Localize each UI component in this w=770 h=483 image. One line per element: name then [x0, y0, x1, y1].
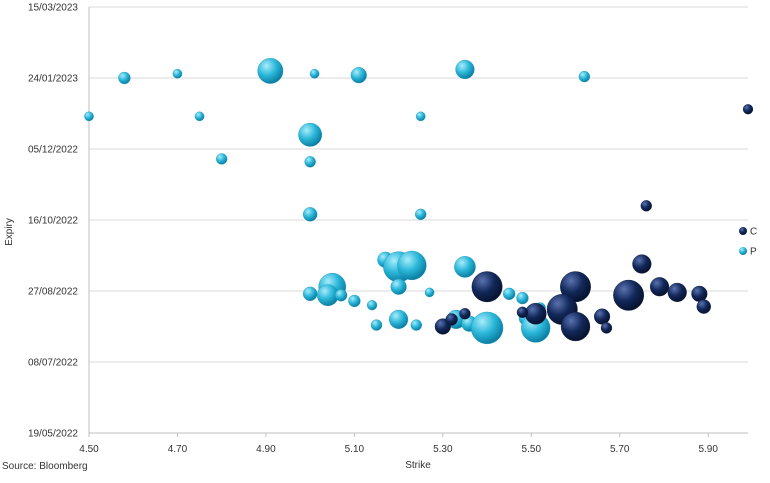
point-C	[593, 308, 611, 325]
point-P	[84, 111, 94, 122]
axes	[88, 7, 748, 437]
y-axis-title: Expiry	[4, 218, 15, 246]
point-P	[366, 300, 378, 311]
point-P	[455, 59, 475, 80]
point-P	[415, 208, 427, 220]
legend: CP	[739, 227, 757, 258]
point-P	[397, 250, 427, 281]
y-tick-label: 24/01/2023	[28, 74, 78, 85]
x-tick-label: 4.70	[168, 444, 188, 455]
point-P	[257, 58, 284, 84]
point-P	[216, 153, 228, 165]
point-P	[410, 319, 422, 331]
point-C	[459, 308, 471, 320]
point-C	[613, 279, 645, 311]
point-C	[471, 271, 503, 303]
point-C	[445, 313, 458, 326]
point-P	[194, 111, 205, 122]
x-tick-label: 5.30	[433, 444, 453, 455]
point-P	[350, 67, 367, 84]
point-P	[415, 111, 426, 122]
point-C	[667, 282, 687, 302]
legend-label-C: C	[750, 227, 757, 238]
point-P	[118, 71, 131, 85]
point-C	[640, 200, 652, 212]
point-P	[370, 319, 383, 331]
point-P	[298, 122, 323, 147]
point-P	[309, 68, 320, 79]
x-tick-label: 4.50	[79, 444, 99, 455]
point-C	[632, 254, 652, 274]
x-tick-label: 4.90	[256, 444, 276, 455]
legend-marker-C	[739, 227, 747, 235]
point-P	[424, 287, 435, 298]
x-tick-label: 5.90	[698, 444, 718, 455]
y-tick-label: 15/03/2023	[28, 3, 78, 14]
legend-marker-P	[739, 247, 747, 255]
source-note: Source: Bloomberg	[2, 461, 88, 472]
point-C	[516, 306, 529, 318]
point-P	[334, 289, 348, 302]
x-tick-label: 5.10	[345, 444, 365, 455]
point-P	[390, 278, 407, 295]
grid-lines	[89, 6, 748, 434]
point-C	[696, 299, 711, 314]
point-P	[302, 207, 318, 222]
point-P	[348, 294, 361, 308]
y-tick-label: 16/10/2022	[28, 216, 78, 227]
point-C	[691, 285, 708, 302]
point-C	[524, 302, 547, 325]
point-P	[454, 256, 476, 278]
point-C	[650, 277, 670, 297]
point-P	[578, 70, 591, 83]
y-tick-label: 08/07/2022	[28, 358, 78, 369]
point-C	[560, 311, 591, 342]
point-P	[470, 311, 504, 345]
legend-label-P: P	[750, 247, 757, 258]
x-tick-label: 5.70	[610, 444, 630, 455]
point-P	[516, 291, 529, 305]
y-tick-label: 19/05/2022	[28, 429, 78, 440]
point-P	[302, 286, 318, 302]
y-tick-labels: 15/03/2023 24/01/2023 05/12/2022 16/10/2022…	[28, 3, 78, 440]
point-C	[742, 104, 754, 115]
y-tick-label: 27/08/2022	[28, 287, 78, 298]
point-P	[172, 68, 183, 79]
point-P	[503, 287, 516, 300]
data-points	[84, 58, 754, 345]
x-tick-label: 5.50	[522, 444, 542, 455]
point-C	[600, 322, 613, 334]
y-tick-label: 05/12/2022	[28, 145, 78, 156]
x-axis-title: Strike	[405, 460, 431, 471]
x-tick-labels: 4.50 4.70 4.90 5.10 5.30 5.50 5.70 5.90	[79, 444, 718, 455]
point-P	[389, 309, 409, 329]
point-P	[304, 156, 316, 168]
